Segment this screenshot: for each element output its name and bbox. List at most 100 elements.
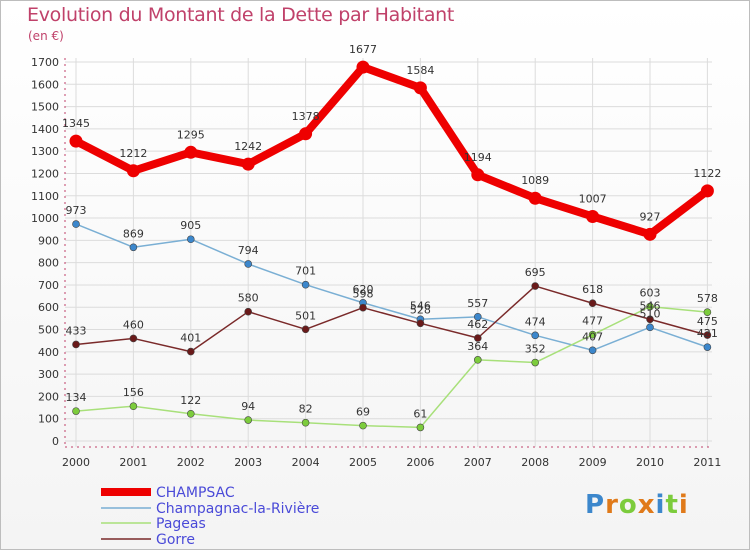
y-tick-label: 0 (52, 435, 59, 448)
series-gorre-point (359, 303, 367, 312)
series-champagnac-la-rivi-re-point (646, 323, 654, 332)
series-champagnac-la-rivi-re-data-label: 474 (525, 315, 546, 328)
logo-letter: o (618, 490, 638, 520)
series-pageas-data-label: 122 (180, 394, 201, 407)
x-tick-label: 2004 (292, 456, 320, 469)
series-champsac-data-label: 1122 (693, 167, 721, 180)
series-pageas-point (129, 402, 138, 411)
x-tick-label: 2006 (406, 456, 434, 469)
series-gorre-data-label: 433 (66, 324, 87, 337)
series-champsac-point (528, 191, 542, 205)
series-champsac-data-label: 1007 (579, 192, 607, 205)
series-champsac-point (126, 164, 140, 178)
series-champsac-point (586, 209, 600, 223)
logo-letter: t (665, 490, 679, 520)
series-pageas-data-label: 578 (697, 292, 718, 305)
x-tick-label: 2011 (693, 456, 721, 469)
series-champsac-data-label: 927 (640, 210, 661, 223)
y-tick-label: 200 (38, 390, 59, 403)
series-champagnac-la-rivi-re-data-label: 557 (467, 297, 488, 310)
series-champsac-data-label: 1378 (292, 110, 320, 123)
y-tick-label: 700 (38, 279, 59, 292)
series-champsac-data-label: 1089 (521, 174, 549, 187)
series-pageas-data-label: 603 (640, 287, 661, 300)
series-pageas-data-label: 61 (413, 407, 427, 420)
series-champsac-data-label: 1584 (406, 64, 434, 77)
series-champagnac-la-rivi-re-point (72, 220, 80, 228)
series-pageas-point (244, 416, 252, 424)
series-gorre-point (531, 282, 540, 290)
series-champagnac-la-rivi-re-data-label: 869 (123, 227, 144, 240)
x-tick-label: 2010 (636, 456, 664, 469)
chart-title: Evolution du Montant de la Dette par Hab… (27, 4, 455, 26)
y-tick-label: 300 (38, 368, 59, 381)
y-tick-label: 1000 (31, 212, 59, 225)
series-pageas-data-label: 69 (356, 406, 370, 419)
series-gorre-point (301, 325, 310, 334)
series-champagnac-la-rivi-re-point (301, 280, 310, 289)
proxiti-logo: Proxiti (585, 490, 689, 520)
series-gorre-point (416, 319, 425, 328)
series-pageas-point (588, 330, 597, 339)
series-champsac-point (299, 127, 313, 141)
series-gorre-data-label: 580 (238, 292, 259, 305)
series-gorre-data-label: 695 (525, 266, 546, 279)
series-champsac-data-label: 1345 (62, 117, 90, 130)
legend-gorre-label: Gorre (156, 532, 195, 548)
logo-letter: P (585, 490, 606, 520)
series-champsac-point (700, 184, 714, 198)
series-pageas-data-label: 134 (66, 391, 87, 404)
legend-champsac-label: CHAMPSAC (156, 485, 235, 501)
series-gorre-point (129, 334, 138, 343)
series-pageas-data-label: 94 (241, 400, 255, 413)
series-champagnac-la-rivi-re-point (473, 313, 482, 321)
series-gorre-data-label: 618 (582, 283, 603, 296)
series-gorre-data-label: 475 (697, 315, 718, 328)
series-pageas-point (72, 407, 80, 415)
x-tick-label: 2005 (349, 456, 377, 469)
series-champsac-data-label: 1295 (177, 128, 205, 141)
y-tick-label: 1200 (31, 167, 59, 180)
y-tick-label: 100 (38, 413, 59, 426)
series-pageas-data-label: 82 (299, 403, 313, 416)
series-champsac-point (643, 227, 657, 241)
series-gorre-point (244, 307, 252, 316)
series-gorre-point (646, 315, 654, 324)
series-gorre-data-label: 598 (353, 288, 374, 301)
logo-letter: i (655, 490, 666, 520)
x-tick-label: 2001 (119, 456, 147, 469)
logo-letter: r (605, 490, 619, 520)
y-tick-label: 1400 (31, 123, 59, 136)
series-pageas-data-label: 352 (525, 343, 546, 356)
series-champagnac-la-rivi-re-data-label: 905 (180, 219, 201, 232)
series-champsac-data-label: 1242 (234, 140, 262, 153)
chart-subtitle: (en €) (28, 29, 64, 43)
series-pageas-data-label: 156 (123, 386, 144, 399)
series-pageas-point (187, 410, 195, 418)
series-pageas-point (416, 423, 425, 432)
series-pageas-point (646, 302, 654, 311)
x-tick-label: 2003 (234, 456, 262, 469)
series-champsac-point (184, 145, 198, 159)
series-champagnac-la-rivi-re-point (244, 260, 252, 268)
series-gorre-data-label: 528 (410, 303, 431, 316)
series-pageas-point (531, 358, 540, 367)
series-pageas-point (473, 356, 482, 364)
series-gorre-data-label: 546 (640, 299, 661, 312)
series-champagnac-la-rivi-re-point (129, 243, 138, 252)
series-champsac-point (471, 168, 485, 182)
y-tick-label: 500 (38, 324, 59, 337)
series-pageas-point (359, 421, 367, 430)
y-tick-label: 1100 (31, 190, 59, 203)
logo-letter: x (637, 490, 656, 520)
series-pageas-data-label: 477 (582, 315, 603, 328)
x-tick-label: 2002 (177, 456, 205, 469)
series-champsac-line (72, 63, 712, 239)
series-pageas-point (301, 418, 310, 427)
series-champagnac-la-rivi-re-data-label: 973 (66, 204, 87, 217)
y-tick-label: 800 (38, 257, 59, 270)
series-champsac-data-label: 1194 (464, 151, 492, 164)
series-champagnac-la-rivi-re-line (75, 223, 709, 352)
series-gorre-point (588, 299, 597, 308)
